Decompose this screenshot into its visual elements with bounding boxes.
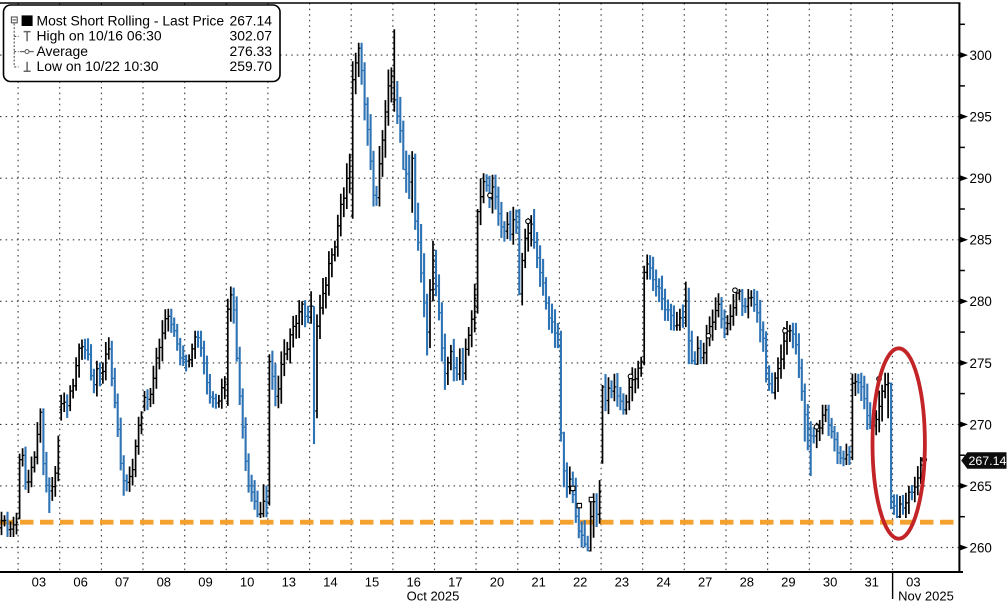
svg-text:13: 13 [282, 575, 296, 590]
svg-text:302.07: 302.07 [230, 28, 273, 44]
svg-text:300: 300 [970, 48, 992, 63]
svg-text:24: 24 [656, 575, 670, 590]
svg-text:275: 275 [970, 356, 992, 371]
svg-text:260: 260 [970, 540, 992, 555]
svg-text:23: 23 [615, 575, 629, 590]
svg-text:Average: Average [37, 43, 89, 59]
svg-text:295: 295 [970, 110, 992, 125]
svg-text:29: 29 [781, 575, 795, 590]
svg-text:276.33: 276.33 [230, 43, 273, 59]
svg-text:270: 270 [970, 417, 992, 432]
svg-text:High on 10/16 06:30: High on 10/16 06:30 [37, 28, 162, 44]
svg-text:09: 09 [198, 575, 212, 590]
svg-text:Low on 10/22 10:30: Low on 10/22 10:30 [37, 58, 159, 74]
svg-text:265: 265 [970, 479, 992, 494]
svg-text:27: 27 [698, 575, 712, 590]
svg-text:20: 20 [490, 575, 504, 590]
svg-text:16: 16 [406, 575, 420, 590]
svg-text:10: 10 [240, 575, 254, 590]
svg-text:285: 285 [970, 233, 992, 248]
svg-text:290: 290 [970, 171, 992, 186]
svg-text:03: 03 [906, 575, 920, 590]
svg-text:Nov 2025: Nov 2025 [898, 589, 954, 604]
svg-text:28: 28 [740, 575, 754, 590]
svg-text:08: 08 [157, 575, 171, 590]
svg-text:Most Short Rolling - Last Pric: Most Short Rolling - Last Price [37, 12, 225, 28]
svg-text:267.14: 267.14 [230, 12, 273, 28]
svg-text:267.14: 267.14 [969, 454, 1007, 468]
svg-text:03: 03 [32, 575, 46, 590]
svg-text:21: 21 [531, 575, 545, 590]
svg-text:06: 06 [73, 575, 87, 590]
svg-text:15: 15 [365, 575, 379, 590]
svg-text:14: 14 [323, 575, 337, 590]
svg-text:22: 22 [573, 575, 587, 590]
svg-text:30: 30 [823, 575, 837, 590]
svg-text:17: 17 [448, 575, 462, 590]
svg-text:259.70: 259.70 [230, 58, 273, 74]
svg-text:Oct 2025: Oct 2025 [407, 589, 460, 604]
svg-text:07: 07 [115, 575, 129, 590]
svg-text:31: 31 [864, 575, 878, 590]
svg-text:280: 280 [970, 294, 992, 309]
